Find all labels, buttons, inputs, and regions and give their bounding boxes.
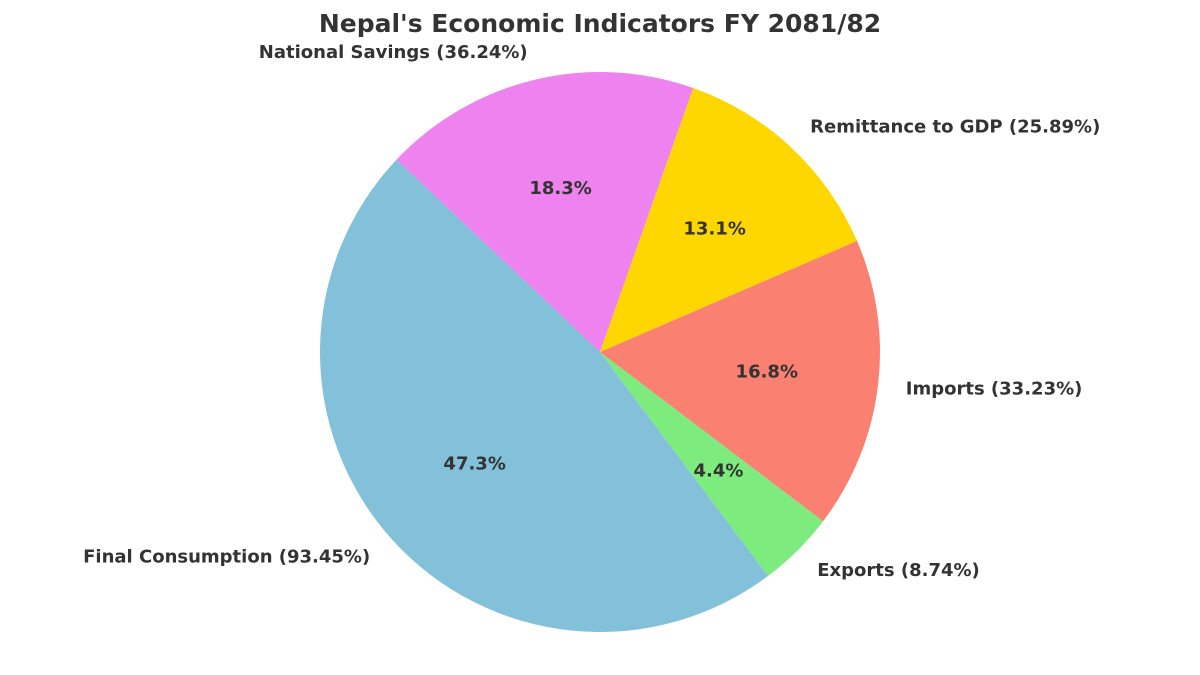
pie-outer-labels: Final Consumption (93.45%) Exports (8.74%… <box>83 42 1100 581</box>
slice-outer-label: Final Consumption (93.45%) <box>83 547 370 568</box>
pie-slice <box>319 159 769 633</box>
pie-slice <box>600 240 880 522</box>
slice-outer-label: Exports (8.74%) <box>817 560 980 581</box>
pie-slices <box>319 71 880 633</box>
slice-percent-label: 16.8% <box>736 362 798 383</box>
slice-percent-label: 4.4% <box>694 461 744 482</box>
slice-outer-label: National Savings (36.24%) <box>259 42 528 63</box>
pie-slice <box>600 352 824 576</box>
slice-outer-label: Remittance to GDP (25.89%) <box>810 116 1100 137</box>
pie-percent-labels: 47.3% 4.4% 16.8% 13.1% 18.3% <box>443 178 798 481</box>
pie-slice <box>396 71 694 352</box>
chart-title: Nepal's Economic Indicators FY 2081/82 <box>318 9 882 38</box>
slice-percent-label: 18.3% <box>529 178 591 199</box>
slice-percent-label: 13.1% <box>683 219 745 240</box>
slice-percent-label: 47.3% <box>443 453 505 474</box>
pie-slice <box>600 87 858 352</box>
slice-outer-label: Imports (33.23%) <box>906 378 1083 399</box>
